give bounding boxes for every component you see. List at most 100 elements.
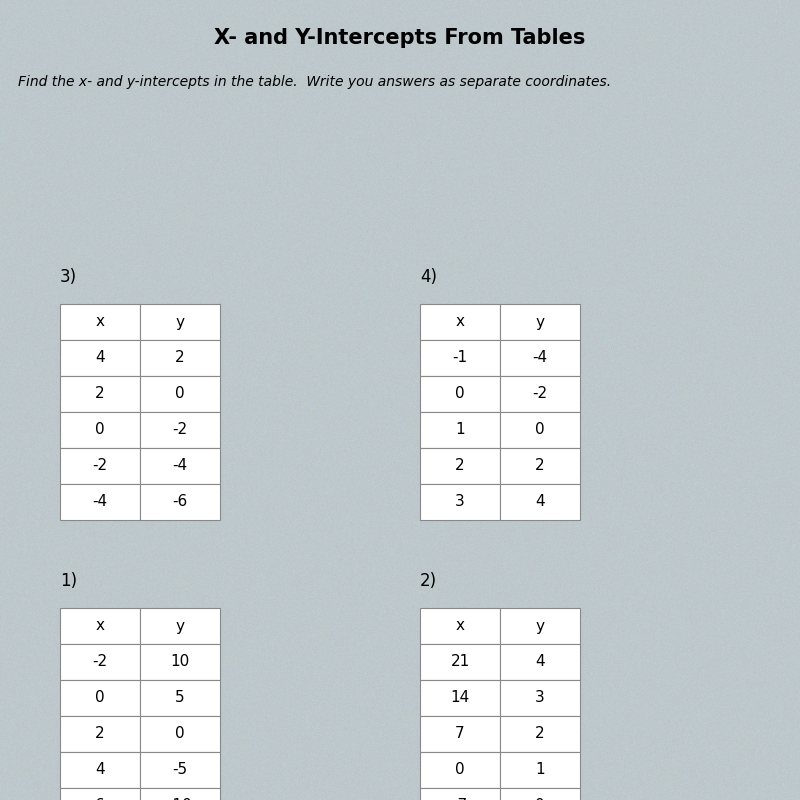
Text: 0: 0 bbox=[175, 386, 185, 402]
Bar bbox=[500, 484, 580, 520]
Bar bbox=[420, 788, 500, 800]
Bar bbox=[60, 680, 140, 716]
Bar bbox=[500, 340, 580, 376]
Text: 2): 2) bbox=[420, 572, 437, 590]
Bar bbox=[500, 644, 580, 680]
Bar bbox=[60, 412, 140, 448]
Text: 2: 2 bbox=[95, 386, 105, 402]
Bar bbox=[140, 484, 220, 520]
Text: 5: 5 bbox=[175, 690, 185, 706]
Bar bbox=[60, 484, 140, 520]
Bar bbox=[500, 752, 580, 788]
Bar bbox=[420, 376, 500, 412]
Text: -4: -4 bbox=[93, 494, 107, 510]
Bar bbox=[420, 716, 500, 752]
Text: 4: 4 bbox=[535, 654, 545, 670]
Text: 2: 2 bbox=[175, 350, 185, 366]
Bar bbox=[500, 608, 580, 644]
Text: 0: 0 bbox=[455, 386, 465, 402]
Bar bbox=[500, 788, 580, 800]
Text: -2: -2 bbox=[533, 386, 547, 402]
Text: x: x bbox=[95, 314, 105, 330]
Text: x: x bbox=[455, 314, 465, 330]
Text: 3: 3 bbox=[535, 690, 545, 706]
Text: 4: 4 bbox=[95, 762, 105, 778]
Text: -4: -4 bbox=[173, 458, 187, 474]
Bar bbox=[140, 340, 220, 376]
Text: 4: 4 bbox=[535, 494, 545, 510]
Text: -1: -1 bbox=[453, 350, 467, 366]
Text: -5: -5 bbox=[173, 762, 187, 778]
Text: 1: 1 bbox=[455, 422, 465, 438]
Bar bbox=[500, 376, 580, 412]
Text: Find the x- and y-intercepts in the table.  Write you answers as separate coordi: Find the x- and y-intercepts in the tabl… bbox=[18, 75, 611, 89]
Bar bbox=[60, 752, 140, 788]
Bar bbox=[60, 608, 140, 644]
Bar bbox=[500, 716, 580, 752]
Text: 0: 0 bbox=[535, 798, 545, 800]
Bar bbox=[500, 448, 580, 484]
Text: -2: -2 bbox=[93, 458, 107, 474]
Text: y: y bbox=[535, 618, 545, 634]
Bar bbox=[420, 680, 500, 716]
Text: 2: 2 bbox=[535, 458, 545, 474]
Bar bbox=[500, 680, 580, 716]
Text: 1: 1 bbox=[535, 762, 545, 778]
Bar bbox=[60, 644, 140, 680]
Bar bbox=[420, 304, 500, 340]
Bar bbox=[140, 304, 220, 340]
Bar bbox=[140, 448, 220, 484]
Bar bbox=[60, 716, 140, 752]
Text: 3): 3) bbox=[60, 268, 77, 286]
Text: 14: 14 bbox=[450, 690, 470, 706]
Text: y: y bbox=[535, 314, 545, 330]
Bar bbox=[420, 752, 500, 788]
Bar bbox=[500, 304, 580, 340]
Text: -2: -2 bbox=[173, 422, 187, 438]
Bar bbox=[420, 644, 500, 680]
Bar bbox=[420, 340, 500, 376]
Text: 10: 10 bbox=[170, 654, 190, 670]
Text: 4: 4 bbox=[95, 350, 105, 366]
Bar bbox=[420, 412, 500, 448]
Bar bbox=[140, 716, 220, 752]
Text: -2: -2 bbox=[93, 654, 107, 670]
Text: 6: 6 bbox=[95, 798, 105, 800]
Text: 3: 3 bbox=[455, 494, 465, 510]
Bar bbox=[60, 376, 140, 412]
Bar bbox=[140, 608, 220, 644]
Text: y: y bbox=[175, 618, 185, 634]
Bar bbox=[60, 788, 140, 800]
Text: x: x bbox=[95, 618, 105, 634]
Text: -4: -4 bbox=[533, 350, 547, 366]
Bar bbox=[140, 644, 220, 680]
Text: 0: 0 bbox=[455, 762, 465, 778]
Bar bbox=[500, 412, 580, 448]
Text: -7: -7 bbox=[453, 798, 467, 800]
Bar bbox=[420, 448, 500, 484]
Bar bbox=[60, 448, 140, 484]
Text: 2: 2 bbox=[535, 726, 545, 742]
Text: 0: 0 bbox=[95, 690, 105, 706]
Text: 4): 4) bbox=[420, 268, 437, 286]
Text: 2: 2 bbox=[455, 458, 465, 474]
Text: -10: -10 bbox=[168, 798, 192, 800]
Text: 0: 0 bbox=[95, 422, 105, 438]
Bar bbox=[140, 376, 220, 412]
Bar bbox=[140, 788, 220, 800]
Text: 21: 21 bbox=[450, 654, 470, 670]
Text: y: y bbox=[175, 314, 185, 330]
Text: -6: -6 bbox=[172, 494, 188, 510]
Bar bbox=[420, 608, 500, 644]
Bar bbox=[140, 412, 220, 448]
Text: 1): 1) bbox=[60, 572, 77, 590]
Bar bbox=[60, 340, 140, 376]
Bar bbox=[140, 752, 220, 788]
Bar bbox=[420, 484, 500, 520]
Bar bbox=[140, 680, 220, 716]
Text: X- and Y-Intercepts From Tables: X- and Y-Intercepts From Tables bbox=[214, 28, 586, 48]
Text: 0: 0 bbox=[175, 726, 185, 742]
Text: x: x bbox=[455, 618, 465, 634]
Bar bbox=[60, 304, 140, 340]
Text: 7: 7 bbox=[455, 726, 465, 742]
